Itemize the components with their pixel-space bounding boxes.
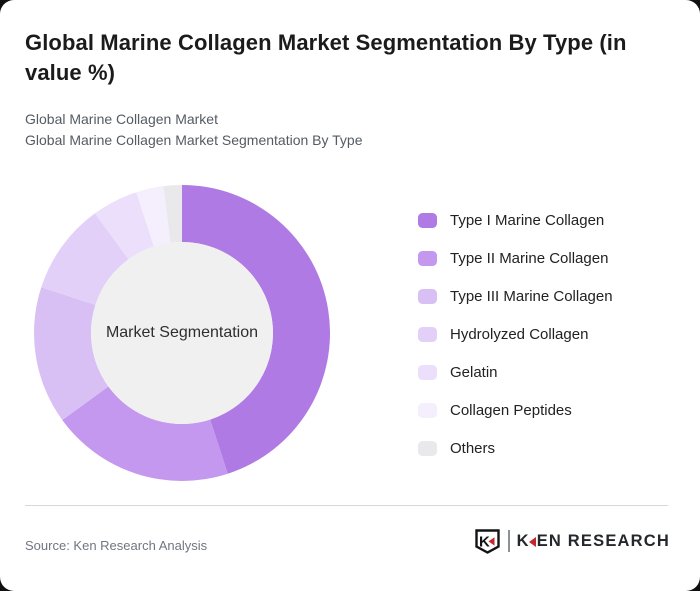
legend-item-collagen-peptides: Collagen Peptides	[418, 398, 613, 422]
subtitle-line-1: Global Marine Collagen Market	[25, 111, 218, 127]
legend-swatch	[418, 440, 437, 456]
legend-swatch	[418, 402, 437, 418]
donut-segment-hydrolyzed-collagen	[41, 213, 129, 305]
legend-swatch	[418, 326, 437, 342]
legend-label: Type II Marine Collagen	[450, 249, 609, 267]
legend-swatch	[418, 212, 437, 228]
legend-label: Others	[450, 439, 496, 457]
legend-label: Gelatin	[450, 363, 498, 381]
legend-label: Type III Marine Collagen	[450, 287, 613, 305]
legend-item-type-i-marine-collagen: Type I Marine Collagen	[418, 208, 613, 232]
red-triangle-icon	[528, 536, 536, 547]
legend-swatch	[418, 288, 437, 304]
wordmark-rest: EN RESEARCH	[536, 531, 670, 550]
legend-swatch	[418, 250, 437, 266]
footer-divider	[25, 505, 668, 506]
ken-research-logo: K K EN RESEARCH	[474, 528, 670, 554]
source-note: Source: Ken Research Analysis	[25, 538, 208, 553]
donut-segment-others	[163, 185, 182, 243]
chart-legend: Type I Marine Collagen Type II Marine Col…	[418, 208, 613, 460]
ken-research-badge-icon: K	[474, 528, 500, 554]
ken-research-wordmark: K EN RESEARCH	[517, 532, 670, 551]
page-title: Global Marine Collagen Market Segmentati…	[25, 30, 627, 86]
donut-segment-type-i-marine-collagen	[182, 185, 330, 474]
legend-swatch	[418, 364, 437, 380]
legend-item-gelatin: Gelatin	[418, 360, 613, 384]
donut-chart-svg	[34, 185, 330, 481]
legend-item-hydrolyzed-collagen: Hydrolyzed Collagen	[418, 322, 613, 346]
donut-segment-collagen-peptides	[136, 186, 171, 247]
legend-item-type-ii-marine-collagen: Type II Marine Collagen	[418, 246, 613, 270]
wordmark-k: K	[516, 531, 530, 550]
donut-chart: Market Segmentation	[34, 185, 330, 481]
subtitle-line-2: Global Marine Collagen Market Segmentati…	[25, 132, 363, 148]
chart-subtitle: Global Marine Collagen Market Global Mar…	[25, 109, 362, 151]
svg-text:K: K	[479, 533, 490, 550]
donut-segment-gelatin	[95, 192, 154, 260]
legend-item-type-iii-marine-collagen: Type III Marine Collagen	[418, 284, 613, 308]
legend-label: Type I Marine Collagen	[450, 211, 605, 229]
logo-separator	[507, 530, 510, 552]
donut-segment-type-iii-marine-collagen	[34, 287, 109, 420]
legend-item-others: Others	[418, 436, 613, 460]
legend-label: Collagen Peptides	[450, 401, 572, 419]
legend-label: Hydrolyzed Collagen	[450, 325, 589, 343]
donut-segment-type-ii-marine-collagen	[62, 386, 228, 481]
donut-hole	[91, 242, 273, 424]
